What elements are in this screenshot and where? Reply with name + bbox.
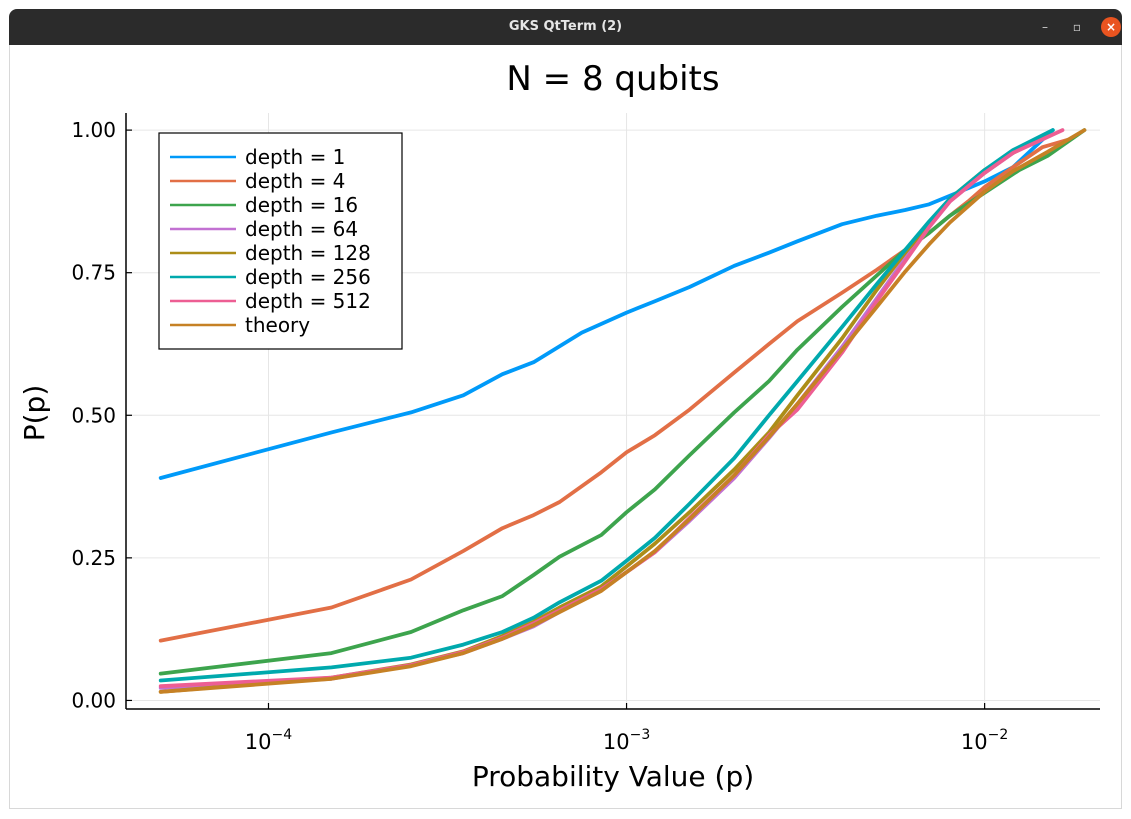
legend-label: depth = 4: [245, 169, 345, 193]
axes: [125, 113, 1100, 710]
plot-canvas: 10−4 10−3 10−2 0.00 0.25 0.50 0.75 1.00 N = 8 …: [9, 45, 1122, 809]
legend-label: theory: [245, 313, 310, 337]
legend-label: depth = 512: [245, 289, 371, 313]
series-line-2: [158, 136, 1074, 643]
x-tick-base: 10: [603, 730, 630, 754]
x-tick-base: 10: [961, 730, 988, 754]
x-tick-label: 10−2: [961, 727, 1008, 754]
x-tick-label: 10−3: [603, 727, 650, 754]
x-ticks: 10−4 10−3 10−2: [245, 703, 1008, 754]
x-tick-label: 10−4: [245, 727, 292, 754]
y-tick-label: 0.25: [71, 546, 116, 570]
maximize-icon[interactable]: ▫: [1072, 20, 1082, 34]
legend-label: depth = 64: [245, 217, 358, 241]
y-tick-label: 1.00: [71, 118, 116, 142]
window-titlebar[interactable]: GKS QtTerm (2) – ▫ ×: [9, 9, 1122, 45]
legend-label: depth = 128: [245, 241, 371, 265]
series-line-6: [158, 128, 1055, 683]
y-tick-label: 0.75: [71, 261, 116, 285]
x-axis-label: Probability Value (p): [472, 760, 754, 793]
legend-label: depth = 1: [245, 145, 345, 169]
series-line-1: [158, 128, 1055, 480]
line-chart: 10−4 10−3 10−2 0.000.250.500.751.00 N = 8 …: [18, 59, 1100, 793]
x-tick-base: 10: [245, 730, 272, 754]
minimize-icon[interactable]: –: [1042, 20, 1048, 34]
legend-box: [158, 132, 403, 350]
y-tick-label: 0.50: [71, 403, 116, 427]
x-tick-exponent: −2: [988, 727, 1009, 743]
legend-label: depth = 256: [245, 265, 371, 289]
series-line-8: [158, 128, 1087, 694]
x-tick-exponent: −4: [272, 727, 293, 743]
window-title: GKS QtTerm (2): [508, 19, 623, 34]
legend-label: depth = 16: [245, 193, 358, 217]
y-tick-label: 0.00: [71, 688, 116, 712]
series-line-3: [158, 128, 1087, 676]
y-ticks: 0.00 0.25 0.50 0.75 1.00: [71, 118, 132, 712]
y-axis-label: P(p): [18, 385, 51, 442]
series-layer: [158, 128, 1087, 694]
chart-title: N = 8 qubits: [506, 59, 719, 99]
x-tick-exponent: −3: [630, 727, 651, 743]
close-icon[interactable]: ×: [1101, 17, 1121, 37]
